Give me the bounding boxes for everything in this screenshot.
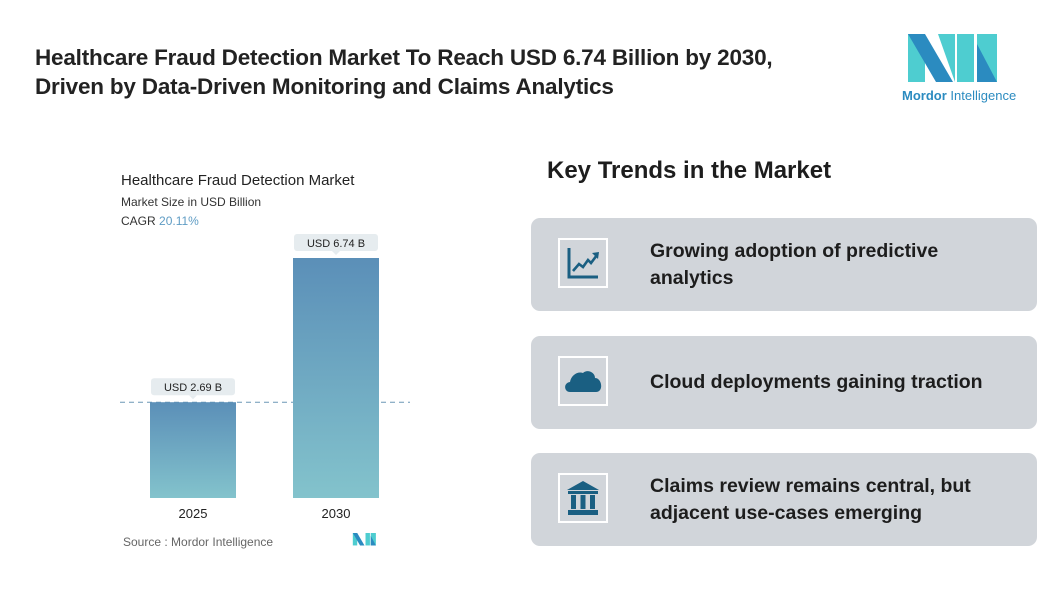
title-line: Driven by Data-Driven Monitoring and Cla… bbox=[35, 74, 614, 99]
cloud-icon bbox=[558, 356, 608, 406]
x-tick-label: 2025 bbox=[179, 506, 208, 521]
trend-card-predictive-analytics: Growing adoption of predictive analytics bbox=[531, 218, 1037, 311]
data-label-pointer bbox=[332, 251, 340, 255]
page-title: Healthcare Fraud Detection Market To Rea… bbox=[35, 43, 773, 101]
chart-subtitle: Market Size in USD Billion bbox=[121, 195, 262, 209]
data-label-bg bbox=[151, 378, 235, 396]
trend-text: adjacent use-cases emerging bbox=[650, 501, 923, 524]
mordor-logo-icon bbox=[908, 34, 997, 82]
trend-card-claims-review: Claims review remains central, but adjace… bbox=[531, 453, 1037, 546]
trend-text: Growing adoption of predictive bbox=[650, 239, 939, 262]
data-label: USD 2.69 B bbox=[164, 382, 222, 394]
line-chart-growth-icon bbox=[558, 238, 608, 288]
data-label: USD 6.74 B bbox=[307, 238, 365, 250]
trend-text: Cloud deployments gaining traction bbox=[650, 371, 983, 393]
title-line: Healthcare Fraud Detection Market To Rea… bbox=[35, 45, 773, 70]
data-label-bg bbox=[294, 234, 378, 251]
chart-cagr: CAGR 20.11% bbox=[121, 214, 199, 228]
trend-text: Claims review remains central, but bbox=[650, 474, 971, 497]
key-trends-heading: Key Trends in the Market bbox=[547, 157, 832, 184]
logo-text: Mordor Intelligence bbox=[902, 88, 1017, 103]
chart-title: Healthcare Fraud Detection Market bbox=[121, 172, 355, 189]
bar-chart: USD 2.69 B 2025 USD 6.74 B 2030 bbox=[120, 234, 410, 521]
mordor-mini-logo-icon bbox=[352, 533, 376, 546]
data-label-pointer bbox=[189, 395, 197, 400]
bar-2025 bbox=[150, 402, 236, 498]
trend-card-cloud: Cloud deployments gaining traction bbox=[531, 336, 1037, 429]
x-tick-label: 2030 bbox=[322, 506, 351, 521]
bank-building-icon bbox=[558, 473, 608, 523]
bar-2030 bbox=[293, 258, 379, 498]
chart-source: Source : Mordor Intelligence bbox=[123, 535, 274, 549]
trend-text: analytics bbox=[650, 266, 734, 289]
